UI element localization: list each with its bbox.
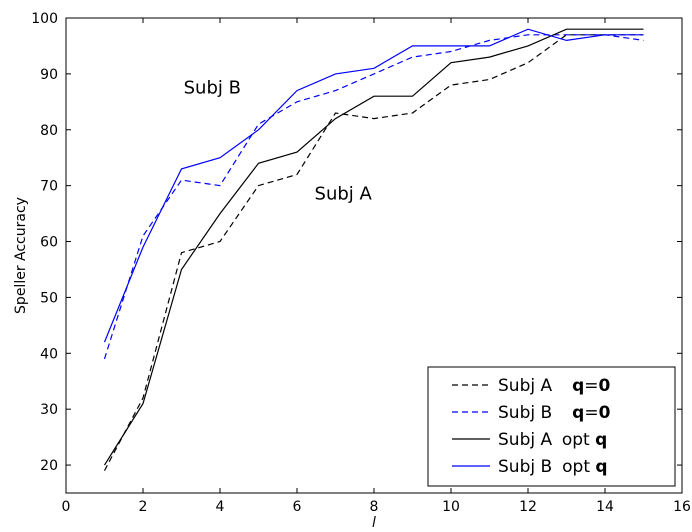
legend-opt-text: opt (562, 430, 595, 450)
y-tick-label: 70 (40, 179, 58, 195)
legend-equals: = (584, 403, 598, 423)
y-tick-label: 30 (40, 402, 58, 418)
legend-q-value: 0 (599, 403, 611, 423)
x-tick-label: 8 (370, 499, 379, 515)
series-annotation: Subj A (315, 184, 373, 205)
x-tick-label: 2 (139, 499, 148, 515)
annotations-layer: Subj B Subj A (184, 77, 373, 204)
y-tick-label: 40 (40, 346, 58, 362)
legend-label: Subj A opt q (498, 430, 607, 450)
legend-equals: = (584, 376, 598, 396)
y-tick-label: 80 (40, 123, 58, 139)
marks-layer (103, 28, 644, 471)
legend-q-symbol: q (595, 430, 607, 450)
legend-label: Subj B opt q (498, 457, 608, 477)
legend-q-symbol: q (595, 457, 607, 477)
legend-label: Subj A q=0 (498, 376, 611, 396)
y-tick-label: 100 (31, 11, 58, 27)
x-tick-label: 10 (442, 499, 460, 515)
y-tick-label: 50 (40, 290, 58, 306)
legend-q-value: 0 (599, 376, 611, 396)
y-tick-label: 20 (40, 458, 58, 474)
x-tick-label: 12 (519, 499, 537, 515)
x-tick-label: 0 (62, 499, 71, 515)
legend-q-symbol: q (572, 376, 584, 396)
legend-q-symbol: q (572, 403, 584, 423)
x-tick-label: 16 (673, 499, 691, 515)
y-tick-label: 60 (40, 235, 58, 251)
legend-series-name: Subj B (498, 457, 552, 477)
x-tick-label: 6 (293, 499, 302, 515)
legend-opt-text: opt (562, 457, 595, 477)
legend-series-name: Subj A (498, 430, 552, 450)
legend-series-name: Subj A (498, 376, 552, 396)
x-axis-label: l (372, 515, 376, 531)
series-line-4 (103, 28, 644, 343)
series-line-1 (103, 34, 644, 471)
y-axis-label: Speller Accuracy (13, 197, 29, 314)
series-annotation: Subj B (184, 77, 241, 98)
legend-label: Subj B q=0 (498, 403, 611, 423)
ticks-layer: 0 2 4 6 8 10 12 14 16 20 30 40 50 60 70 80 90 100 (31, 11, 691, 515)
x-tick-label: 14 (596, 499, 614, 515)
x-tick-label: 4 (216, 499, 225, 515)
y-tick-label: 90 (40, 67, 58, 83)
series-line-3 (103, 28, 644, 466)
legend-series-name: Subj B (498, 403, 552, 423)
